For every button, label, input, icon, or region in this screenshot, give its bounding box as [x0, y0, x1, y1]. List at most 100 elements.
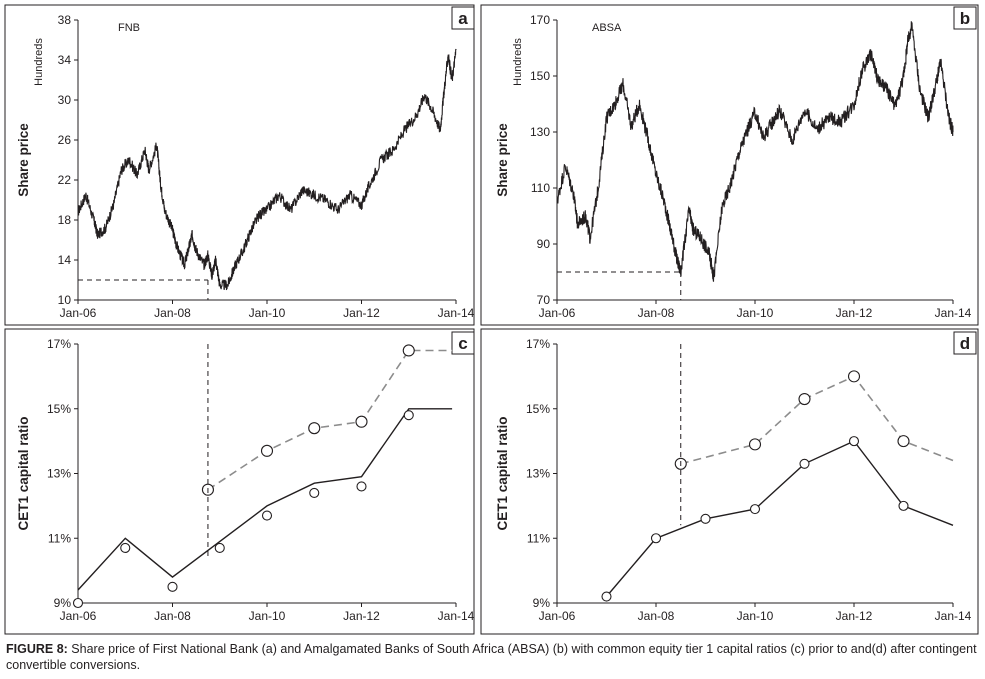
panel-letter: d — [960, 334, 970, 353]
panel-letter-box — [953, 6, 977, 30]
panel-letter: b — [960, 9, 970, 28]
y-axis-label: CET1 capital ratio — [495, 416, 510, 530]
data-point — [260, 444, 274, 457]
data-point — [650, 533, 662, 544]
data-point — [356, 481, 367, 492]
panel-frame — [480, 4, 979, 326]
y-tick-label: 11% — [48, 531, 71, 545]
y-tick-label: 13% — [47, 467, 71, 481]
unit-label: Hundreds — [33, 38, 45, 86]
y-tick-label: 9% — [533, 596, 551, 610]
caption-label: FIGURE 8: — [6, 642, 68, 656]
panel-letter-box — [451, 6, 475, 30]
panel-letter: a — [458, 9, 468, 28]
data-point — [601, 591, 612, 602]
cet1-after-line — [680, 375, 954, 465]
y-tick-label: 150 — [530, 69, 550, 83]
x-tick-label: Jan-06 — [60, 609, 97, 623]
y-tick-label: 90 — [537, 237, 551, 251]
x-tick-label: Jan-08 — [154, 306, 191, 320]
data-point — [403, 410, 414, 421]
x-tick-label: Jan-10 — [737, 306, 774, 320]
x-tick-label: Jan-14 — [935, 306, 972, 320]
cet1-after-line — [207, 349, 453, 491]
y-tick-label: 9% — [54, 596, 72, 610]
share-price-line — [556, 21, 954, 282]
x-tick-label: Jan-06 — [539, 609, 576, 623]
y-tick-label: 18 — [58, 213, 72, 227]
x-tick-label: Jan-12 — [836, 609, 873, 623]
data-point — [308, 422, 321, 435]
x-tick-label: Jan-14 — [438, 306, 475, 320]
y-tick-label: 13% — [526, 467, 550, 481]
y-tick-label: 70 — [537, 293, 551, 307]
y-axis-label: Share price — [16, 123, 31, 197]
panel-frame — [4, 328, 475, 635]
data-point — [700, 513, 711, 524]
panel-letter-box — [451, 331, 475, 355]
y-tick-label: 38 — [58, 13, 72, 27]
panel-c: 9% 11% 13% 15% 17% Jan-06 Jan-08 Jan-10 Jan-12 Ja… — [16, 331, 475, 623]
y-axis-label: Share price — [495, 123, 510, 197]
panel-frames — [4, 4, 979, 635]
cet1-before-line — [77, 408, 453, 591]
data-point — [167, 581, 178, 592]
y-tick-label: 22 — [58, 173, 72, 187]
y-tick-label: 17% — [526, 337, 550, 351]
x-tick-label: Jan-14 — [438, 609, 475, 623]
y-tick-label: 15% — [47, 402, 71, 416]
y-tick-label: 26 — [58, 133, 72, 147]
share-price-line — [77, 48, 457, 291]
caption-text: Share price of First National Bank (a) a… — [6, 642, 977, 672]
data-point — [402, 344, 415, 357]
data-point — [748, 438, 762, 451]
data-point — [847, 370, 861, 383]
y-tick-label: 34 — [58, 53, 72, 67]
x-tick-label: Jan-06 — [60, 306, 97, 320]
data-point — [799, 458, 810, 469]
data-point — [898, 500, 909, 511]
bank-name-label: ABSA — [592, 22, 622, 34]
panels: 10 14 18 22 26 30 34 38 Jan-06 Jan-08 Jan-10 Jan-12… — [16, 6, 977, 623]
y-tick-label: 110 — [531, 181, 550, 195]
y-tick-label: 15% — [526, 402, 550, 416]
data-point — [749, 504, 761, 515]
y-tick-label: 10 — [58, 293, 72, 307]
unit-label: Hundreds — [512, 38, 524, 86]
data-point — [72, 597, 84, 609]
data-point — [120, 542, 131, 554]
panel-letter: c — [458, 334, 467, 353]
x-tick-label: Jan-14 — [935, 609, 972, 623]
data-point — [261, 510, 273, 521]
figure-8: 10 14 18 22 26 30 34 38 Jan-06 Jan-08 Jan-10 Jan-12… — [4, 4, 979, 635]
data-point — [897, 435, 910, 448]
data-point — [848, 436, 860, 447]
y-tick-label: 14 — [58, 253, 72, 267]
y-axis-label: CET1 capital ratio — [16, 416, 31, 530]
data-point — [309, 487, 320, 498]
panel-d: 9% 11% 13% 15% 17% Jan-06 Jan-08 Jan-10 Jan-12 Ja… — [495, 331, 977, 623]
x-tick-label: Jan-08 — [638, 306, 675, 320]
x-tick-label: Jan-06 — [539, 306, 576, 320]
panel-a: 10 14 18 22 26 30 34 38 Jan-06 Jan-08 Jan-10 Jan-12… — [16, 6, 475, 320]
x-tick-label: Jan-08 — [638, 609, 675, 623]
data-point — [214, 542, 225, 554]
y-tick-label: 30 — [58, 93, 72, 107]
x-tick-label: Jan-12 — [343, 306, 380, 320]
x-tick-label: Jan-10 — [737, 609, 774, 623]
y-tick-label: 170 — [530, 13, 550, 27]
cet1-before-line — [605, 440, 954, 597]
panel-b: 70 90 110 130 150 170 Jan-06 Jan-08 Jan-10 Jan-12… — [495, 6, 977, 320]
y-tick-label: 17% — [47, 337, 71, 351]
x-tick-label: Jan-10 — [249, 609, 286, 623]
x-tick-label: Jan-12 — [343, 609, 380, 623]
panel-letter-box — [953, 331, 977, 355]
y-tick-label: 130 — [530, 125, 550, 139]
x-tick-label: Jan-08 — [154, 609, 191, 623]
bank-name-label: FNB — [118, 22, 140, 34]
x-tick-label: Jan-12 — [836, 306, 873, 320]
figure-caption: FIGURE 8: Share price of First National … — [6, 641, 981, 673]
panel-frame — [4, 4, 475, 326]
data-point — [798, 392, 811, 406]
panel-frame — [480, 328, 979, 635]
